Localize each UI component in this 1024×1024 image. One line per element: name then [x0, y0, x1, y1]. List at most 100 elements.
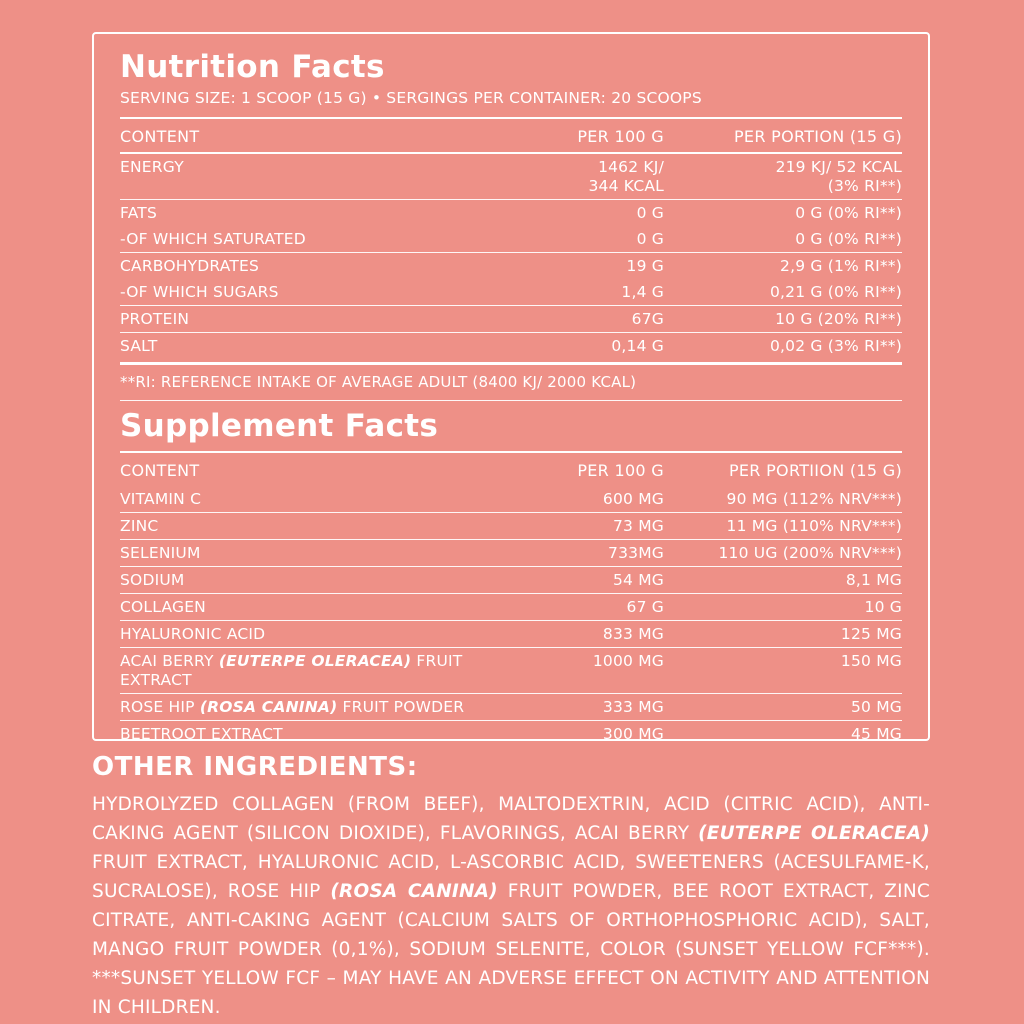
value-per-100g: 300 MG: [602, 724, 664, 741]
text-segment: FRUIT POWDER, BEE ROOT EXTRACT, ZINC CIT…: [92, 881, 930, 1018]
text-segment: FRUIT EXTRACT: [120, 651, 463, 689]
text-segment: CARBOHYDRATES: [120, 256, 260, 275]
text-segment: FATS: [120, 203, 157, 222]
value-per-portion: 10 G (20% RI**): [775, 309, 902, 328]
row-label: -OF WHICH SUGARS: [120, 283, 514, 302]
table-row: COLLAGEN 67 G 10 G: [120, 593, 902, 620]
value-per-portion: 0,21 G (0% RI**): [769, 282, 902, 301]
value-per-100g: 333 MG: [602, 697, 664, 716]
row-label: PROTEIN: [120, 310, 514, 329]
value-per-portion: 0 G (0% RI**): [795, 203, 902, 222]
text-segment: VITAMIN C: [120, 489, 202, 508]
text-segment: ACAI BERRY: [120, 651, 219, 670]
value-per-portion: 150 MG: [840, 651, 902, 670]
serving-size-line: SERVING SIZE: 1 SCOOP (15 G) • SERGINGS …: [120, 89, 702, 107]
text-segment: BEETROOT EXTRACT: [120, 724, 283, 741]
botanical-name: (EUTERPE OLERACEA): [698, 823, 930, 844]
value-per-100g: 19 G: [626, 256, 664, 275]
column-header-per-100g: PER 100 G: [577, 461, 664, 480]
table-row: SALT 0,14 G 0,02 G (3% RI**): [120, 332, 902, 359]
supplement-table-header: CONTENT PER 100 G PER PORTIION (15 G): [120, 453, 902, 486]
row-label: SODIUM: [120, 571, 514, 590]
table-row: HYALURONIC ACID 833 MG 125 MG: [120, 620, 902, 647]
row-label: -OF WHICH SATURATED: [120, 230, 514, 249]
table-row: ZINC 73 MG 11 MG (110% NRV***): [120, 512, 902, 539]
value-per-100g: 733MG: [608, 543, 664, 562]
text-segment: HYDROLYZED COLLAGEN (FROM BEEF), MALTODE…: [92, 794, 930, 844]
other-ingredients-section: OTHER INGREDIENTS: HYDROLYZED COLLAGEN (…: [92, 752, 930, 1022]
nutrition-label-panel: Nutrition Facts SERVING SIZE: 1 SCOOP (1…: [92, 32, 930, 741]
value-per-100g: 1000 MG: [592, 651, 664, 670]
table-row: SODIUM 54 MG 8,1 MG: [120, 566, 902, 593]
row-label: BEETROOT EXTRACT: [120, 724, 514, 741]
value-per-portion: 45 MG: [850, 724, 902, 741]
value-per-100g: 54 MG: [612, 570, 664, 589]
other-ingredients-paragraph: HYDROLYZED COLLAGEN (FROM BEEF), MALTODE…: [92, 790, 930, 1022]
table-row: -OF WHICH SATURATED 0 G 0 G (0% RI**): [120, 226, 902, 252]
botanical-name: (ROSA CANINA): [330, 881, 498, 902]
text-segment: SELENIUM: [120, 543, 201, 562]
text-segment: ENERGY: [120, 157, 184, 176]
text-segment: COLLAGEN: [120, 597, 206, 616]
text-segment: PROTEIN: [120, 309, 190, 328]
value-per-portion: 0,02 G (3% RI**): [769, 336, 902, 355]
value-per-100g: 600 MG: [602, 489, 664, 508]
value-per-portion: 50 MG: [850, 697, 902, 716]
table-row: PROTEIN 67G 10 G (20% RI**): [120, 305, 902, 332]
column-header-content: CONTENT: [120, 127, 200, 146]
table-row: ROSE HIP (ROSA CANINA) FRUIT POWDER 333 M…: [120, 693, 902, 720]
value-per-100g: 73 MG: [612, 516, 664, 535]
value-per-100g: 833 MG: [602, 624, 664, 643]
value-per-100g: 67 G: [626, 597, 664, 616]
nutrition-table-body: ENERGY 1462 KJ/344 KCAL 219 KJ/ 52 KCAL (3%…: [120, 154, 902, 359]
table-row: FATS 0 G 0 G (0% RI**): [120, 199, 902, 226]
ri-footnote: **RI: REFERENCE INTAKE OF AVERAGE ADULT …: [120, 362, 902, 401]
row-label: COLLAGEN: [120, 598, 514, 617]
value-per-100g: 1462 KJ/344 KCAL: [588, 157, 664, 195]
nutrition-facts-section: Nutrition Facts SERVING SIZE: 1 SCOOP (1…: [120, 49, 902, 401]
row-label: SELENIUM: [120, 544, 514, 563]
value-per-100g: 0 G: [636, 203, 664, 222]
row-label: CARBOHYDRATES: [120, 257, 514, 276]
table-row: CARBOHYDRATES 19 G 2,9 G (1% RI**): [120, 252, 902, 279]
value-per-portion: 125 MG: [840, 624, 902, 643]
table-row: -OF WHICH SUGARS 1,4 G 0,21 G (0% RI**): [120, 279, 902, 305]
text-segment: ROSE HIP: [120, 697, 200, 716]
value-per-portion: 90 MG (112% NRV***): [726, 489, 902, 508]
row-label: VITAMIN C: [120, 490, 514, 509]
other-ingredients-heading: OTHER INGREDIENTS:: [92, 752, 418, 782]
row-label: FATS: [120, 204, 514, 223]
divider: [120, 117, 902, 119]
row-label: SALT: [120, 337, 514, 356]
value-per-100g: 67G: [631, 309, 664, 328]
text-segment: FRUIT POWDER: [337, 697, 465, 716]
supplement-table-body: VITAMIN C 600 MG 90 MG (112% NRV***) ZINC 73…: [120, 486, 902, 741]
row-label: HYALURONIC ACID: [120, 625, 514, 644]
value-per-portion: 110 UG (200% NRV***): [718, 543, 902, 562]
row-label: ROSE HIP (ROSA CANINA) FRUIT POWDER: [120, 698, 514, 717]
row-label: ACAI BERRY (EUTERPE OLERACEA) FRUIT EXTR…: [120, 652, 514, 690]
table-row: BEETROOT EXTRACT 300 MG 45 MG: [120, 720, 902, 741]
value-per-portion: 8,1 MG: [845, 570, 902, 589]
value-per-100g: 0,14 G: [611, 336, 664, 355]
row-label: ZINC: [120, 517, 514, 536]
column-header-per-portion: PER PORTION (15 G): [733, 127, 902, 146]
botanical-name: (ROSA CANINA): [199, 697, 338, 716]
column-header-content: CONTENT: [120, 461, 200, 480]
text-segment: SODIUM: [120, 570, 185, 589]
value-per-portion: 2,9 G (1% RI**): [780, 256, 902, 275]
value-per-portion: 0 G (0% RI**): [795, 229, 902, 248]
supplement-facts-section: Supplement Facts CONTENT PER 100 G PER P…: [120, 408, 902, 741]
botanical-name: (EUTERPE OLERACEA): [218, 651, 412, 670]
text-segment: ZINC: [120, 516, 159, 535]
table-row: VITAMIN C 600 MG 90 MG (112% NRV***): [120, 486, 902, 512]
row-label: ENERGY: [120, 158, 514, 177]
value-per-portion: 11 MG (110% NRV***): [726, 516, 902, 535]
text-segment: SALT: [120, 336, 158, 355]
text-segment: HYALURONIC ACID: [120, 624, 266, 643]
value-per-100g: 0 G: [636, 229, 664, 248]
table-row: ACAI BERRY (EUTERPE OLERACEA) FRUIT EXTR…: [120, 647, 902, 693]
column-header-per-100g: PER 100 G: [577, 127, 664, 146]
supplement-facts-title: Supplement Facts: [120, 408, 902, 453]
nutrition-table-header: CONTENT PER 100 G PER PORTION (15 G): [120, 119, 902, 154]
